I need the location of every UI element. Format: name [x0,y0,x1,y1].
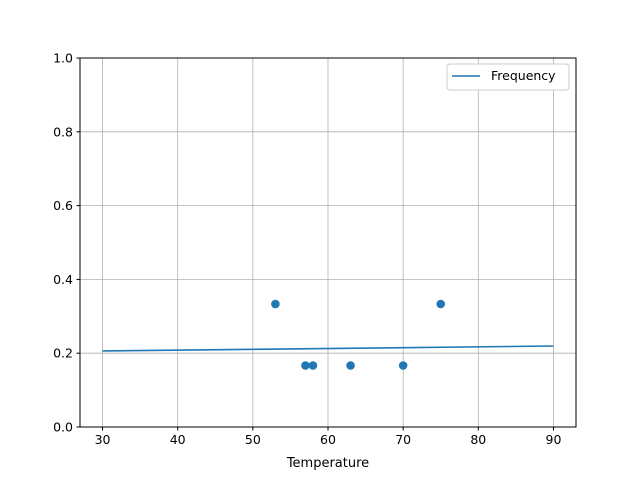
legend: Frequency [446,63,570,91]
scatter-point [301,361,310,370]
y-tick-label: 0.8 [53,124,73,139]
x-tick-label: 50 [245,432,261,447]
x-tick-label: 90 [546,432,562,447]
scatter-point [271,299,280,309]
x-tick-label: 60 [320,432,336,447]
scatter-point [398,361,408,370]
scatter-point [436,299,446,309]
y-tick-label: 0.4 [53,272,73,287]
x-tick-label: 30 [95,432,111,447]
ticks: 30 40 50 60 70 80 90 0.0 0.2 0.4 0.6 0.8 1.0 [53,51,561,448]
y-tick-label: 0.6 [53,198,73,213]
x-tick-label: 80 [470,432,486,447]
scatter-point [308,361,318,370]
x-axis-label: Temperature [286,456,369,471]
frequency-line [102,345,554,352]
y-tick-label: 1.0 [53,51,73,66]
grid [80,57,576,428]
x-tick-label: 40 [170,432,186,447]
scatter-point [346,361,355,370]
marks [102,299,554,370]
legend-box [446,63,570,91]
x-tick-label: 70 [395,432,411,447]
y-tick-label: 0.0 [53,420,73,435]
y-tick-label: 0.2 [53,346,73,361]
legend-label-frequency: Frequency [491,68,556,83]
